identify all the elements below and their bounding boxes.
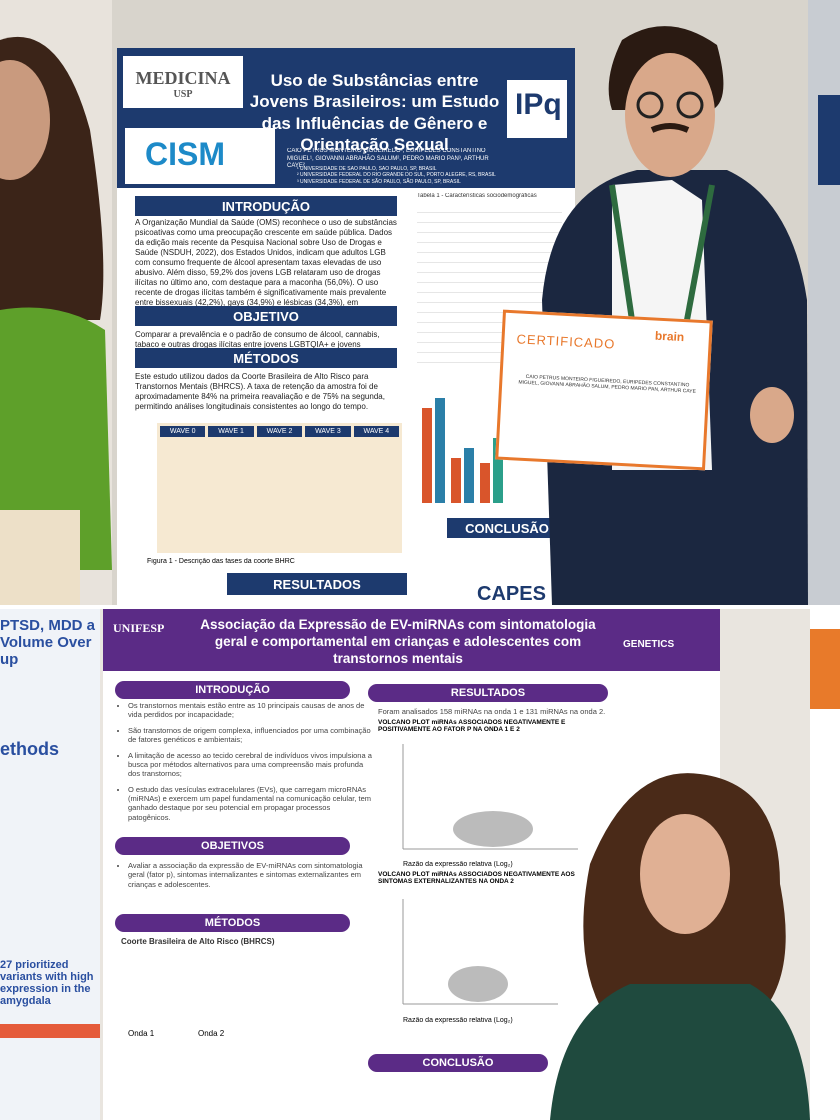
section-list: Os transtornos mentais estão entre as 10… — [103, 701, 373, 828]
wave-row: WAVE 0 WAVE 1 WAVE 2 WAVE 3 WAVE 4 — [157, 423, 402, 440]
divider — [0, 605, 840, 609]
poster-title: PTSD, MDD a Volume Over up — [0, 617, 96, 668]
wave-label: WAVE 3 — [305, 426, 351, 437]
list-item: O estudo das vesículas extracelulares (E… — [128, 785, 373, 823]
person-man — [542, 26, 808, 605]
certificate: CERTIFICADO brain CAIO PETRUS MONTEIRO F… — [495, 309, 713, 471]
certificate-title: CERTIFICADO — [516, 331, 616, 352]
wave-label: Onda 1 — [128, 1029, 155, 1038]
section-heading: RESULTADOS — [227, 573, 407, 595]
photo-right — [808, 0, 840, 605]
cohort-label: Coorte Brasileira de Alto Risco (BHRCS) — [121, 937, 275, 946]
poster-right — [810, 609, 840, 1120]
logo-text: MEDICINA — [135, 68, 231, 88]
cohort-figure: WAVE 0 WAVE 1 WAVE 2 WAVE 3 WAVE 4 — [157, 423, 402, 553]
person-left — [0, 36, 112, 605]
logo: GENETICS — [623, 639, 675, 650]
wave-label: Onda 2 — [198, 1029, 225, 1038]
person-woman — [550, 773, 810, 1120]
affiliation: ² UNIVERSIDADE FEDERAL DO RIO GRANDE DO … — [297, 172, 496, 179]
section-heading: MÉTODOS — [135, 348, 397, 368]
volcano-plot — [402, 899, 558, 1005]
affiliation: ¹ UNIVERSIDADE DE SÃO PAULO, SÃO PAULO, … — [297, 166, 437, 172]
affiliations: ¹ UNIVERSIDADE DE SÃO PAULO, SÃO PAULO, … — [297, 166, 497, 185]
certificate-names: CAIO PETRUS MONTEIRO FIGUEIREDO, EURIPED… — [518, 373, 697, 396]
axis-label: Razão da expressão relativa (Log₂) — [403, 1017, 513, 1024]
section-heading: INTRODUÇÃO — [115, 681, 350, 699]
section-heading: ethods — [0, 739, 60, 759]
section-list: Avaliar a associação da expressão de EV-… — [103, 861, 373, 895]
bar-figure — [422, 398, 503, 503]
plot-title: VOLCANO PLOT miRNAs ASSOCIADOS NEGATIVAM… — [378, 871, 575, 885]
wave-label: WAVE 1 — [208, 426, 254, 437]
list-item: São transtornos de origem complexa, infl… — [128, 726, 373, 745]
logo: CAPES — [477, 583, 546, 605]
plot-title: VOLCANO PLOT miRNAs ASSOCIADOS NEGATIVAM… — [378, 719, 566, 733]
poster-header — [103, 609, 720, 671]
volcano-plot — [402, 744, 578, 850]
authors: CAIO PETRUS MONTEIRO FIGUEIREDO¹, EURIPE… — [287, 148, 489, 169]
wave-label: WAVE 4 — [353, 426, 400, 437]
logo-text: USP — [173, 89, 193, 100]
section-heading: CONCLUSÃO — [447, 518, 567, 538]
list-item: Os transtornos mentais estão entre as 10… — [128, 701, 373, 720]
certificate-brand: brain — [654, 328, 685, 345]
section-text: 27 prioritized variants with high expres… — [0, 959, 94, 1007]
poster-title: Associação da Expressão de EV-miRNAs com… — [200, 617, 596, 666]
photo-top: MEDICINA USP CISM IPq Uso de Substâncias … — [112, 0, 808, 605]
affiliation: ³ UNIVERSIDADE FEDERAL DE SÃO PAULO, SÃO… — [297, 178, 461, 185]
table-caption: Tabela 1 - Características sociodemográf… — [417, 193, 537, 199]
section-text: A Organização Mundial da Saúde (OMS) rec… — [135, 218, 397, 317]
logo: IPq — [507, 80, 567, 138]
section-heading: MÉTODOS — [115, 914, 350, 932]
section-heading: OBJETIVO — [135, 306, 397, 326]
logo: UNIFESP — [113, 621, 165, 635]
axis-label: Razão da expressão relativa (Log₂) — [403, 861, 513, 868]
wave-label: WAVE 0 — [160, 426, 206, 437]
section-heading: CONCLUSÃO — [368, 1054, 548, 1072]
poster-top: MEDICINA USP CISM IPq Uso de Substâncias … — [117, 48, 575, 605]
photo-bottom: UNIFESP Associação da Expressão de EV-mi… — [100, 609, 810, 1120]
section-text: Foram analisados 158 miRNAs na onda 1 e … — [378, 707, 606, 716]
poster-left: PTSD, MDD a Volume Over up ethods 27 pri… — [0, 609, 100, 1120]
list-item: Avaliar a associação da expressão de EV-… — [128, 861, 373, 889]
section-heading: INTRODUÇÃO — [135, 196, 397, 216]
photo-left — [0, 0, 112, 605]
poster-title: Uso de Substâncias entre Jovens Brasilei… — [249, 71, 500, 154]
logo: MEDICINA USP — [123, 56, 243, 108]
wave-label: WAVE 2 — [256, 426, 303, 437]
section-heading: RESULTADOS — [368, 684, 608, 702]
list-item: A limitação de acesso ao tecido cerebral… — [128, 751, 373, 779]
figure-caption: Figura 1 - Descrição das fases da coorte… — [147, 558, 295, 565]
section-text: Este estudo utilizou dados da Coorte Bra… — [135, 372, 385, 411]
logo: CISM — [125, 128, 275, 184]
section-heading: OBJETIVOS — [115, 837, 350, 855]
